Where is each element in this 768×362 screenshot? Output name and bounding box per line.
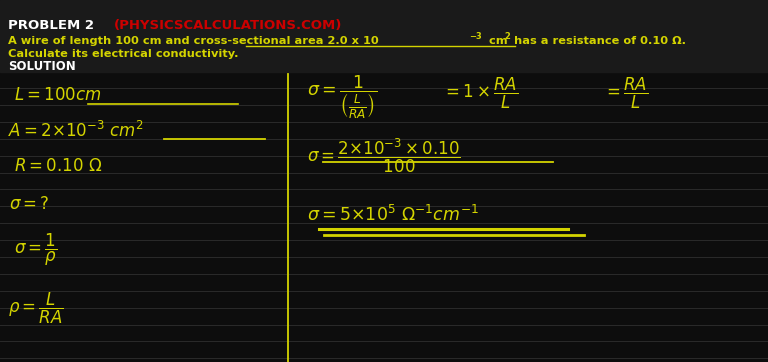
Text: has a resistance of 0.10 Ω.: has a resistance of 0.10 Ω. (510, 36, 686, 46)
Text: $\mathit{\sigma = \dfrac{1}{\left(\frac{L}{RA}\right)}}$: $\mathit{\sigma = \dfrac{1}{\left(\frac{… (307, 74, 378, 122)
Text: $\mathit{\sigma = 5{\times}10^{5}\ \Omega^{-1}cm^{-1}}$: $\mathit{\sigma = 5{\times}10^{5}\ \Omeg… (307, 205, 479, 226)
Text: $\mathit{= 1 \times \dfrac{RA}{L}}$: $\mathit{= 1 \times \dfrac{RA}{L}}$ (442, 76, 518, 111)
Text: SOLUTION: SOLUTION (8, 60, 75, 73)
Text: $\mathit{L = 100cm}$: $\mathit{L = 100cm}$ (14, 88, 101, 104)
Text: Calculate its electrical conductivity.: Calculate its electrical conductivity. (8, 49, 238, 59)
Text: 2: 2 (505, 32, 511, 41)
Text: $\mathit{= \dfrac{RA}{L}}$: $\mathit{= \dfrac{RA}{L}}$ (603, 76, 648, 111)
Text: PROBLEM 2: PROBLEM 2 (8, 19, 108, 32)
Text: $\mathit{A = 2{\times}10^{-3}\ cm^2}$: $\mathit{A = 2{\times}10^{-3}\ cm^2}$ (8, 121, 144, 141)
Bar (0, 0, 768, 72)
Text: $\mathit{\sigma = \dfrac{2{\times}10^{-3} \times 0.10}{100}}$: $\mathit{\sigma = \dfrac{2{\times}10^{-3… (307, 136, 461, 175)
Text: $\mathit{\sigma = \dfrac{1}{\rho}}$: $\mathit{\sigma = \dfrac{1}{\rho}}$ (14, 232, 58, 268)
Text: $\mathit{\sigma = ?}$: $\mathit{\sigma = ?}$ (9, 196, 50, 213)
Text: cm: cm (485, 36, 508, 46)
Text: −3: −3 (469, 32, 482, 41)
Text: (PHYSICSCALCULATIONS.COM): (PHYSICSCALCULATIONS.COM) (114, 19, 342, 32)
Text: A wire of length 100 cm and cross-sectional area 2.0 x 10: A wire of length 100 cm and cross-sectio… (8, 36, 379, 46)
Text: $\mathit{\rho = \dfrac{L}{RA}}$: $\mathit{\rho = \dfrac{L}{RA}}$ (8, 291, 64, 326)
Text: $\mathit{R = 0.10\ \Omega}$: $\mathit{R = 0.10\ \Omega}$ (14, 158, 102, 175)
